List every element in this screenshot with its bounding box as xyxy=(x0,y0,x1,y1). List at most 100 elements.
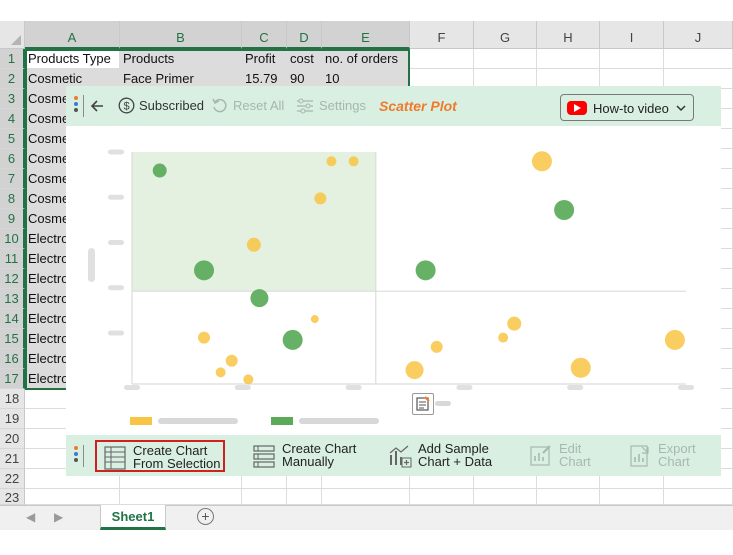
yellow-bubble xyxy=(246,237,261,252)
chart-background xyxy=(88,149,694,390)
column-header-g[interactable]: G xyxy=(474,21,537,49)
row-header-8[interactable]: 8 xyxy=(0,189,25,209)
chart-tool-icon[interactable] xyxy=(412,393,434,415)
row-header-12[interactable]: 12 xyxy=(0,269,25,289)
add-sample-chart-button[interactable]: Add Sample Chart + Data xyxy=(382,440,497,472)
column-header-j[interactable]: J xyxy=(664,21,733,49)
row-header-9[interactable]: 9 xyxy=(0,209,25,229)
add-sample-line1: Add Sample xyxy=(418,441,489,456)
empty-cell[interactable] xyxy=(600,49,664,69)
y-tick-placeholder xyxy=(108,194,124,200)
empty-cell[interactable] xyxy=(410,49,474,69)
row-header-17[interactable]: 17 xyxy=(0,369,25,389)
yellow-bubble xyxy=(405,361,424,380)
row-header-11[interactable]: 11 xyxy=(0,249,25,269)
row-header-5[interactable]: 5 xyxy=(0,129,25,149)
green-bubble xyxy=(194,260,215,281)
chart-edit-icon xyxy=(416,396,430,411)
column-header-b[interactable]: B xyxy=(120,21,242,49)
yellow-bubble xyxy=(215,367,226,378)
yellow-bubble xyxy=(225,354,238,367)
cell-e1[interactable]: no. of orders xyxy=(322,49,410,69)
settings-button[interactable]: Settings xyxy=(319,98,366,113)
row-header-16[interactable]: 16 xyxy=(0,349,25,369)
create-chart-manually-button[interactable]: Create Chart Manually xyxy=(246,440,356,472)
empty-cell[interactable] xyxy=(410,489,474,505)
edit-chart-button[interactable]: Edit Chart xyxy=(523,440,598,472)
cell-c1[interactable]: Profit xyxy=(242,49,287,69)
add-sheet-icon[interactable]: + xyxy=(197,508,214,525)
cell-d1[interactable]: cost xyxy=(287,49,322,69)
row-header-22[interactable]: 22 xyxy=(0,469,25,489)
empty-cell[interactable] xyxy=(474,489,537,505)
row-header-7[interactable]: 7 xyxy=(0,169,25,189)
reset-all-button[interactable]: Reset All xyxy=(233,98,285,113)
x-tick-placeholder xyxy=(456,385,473,390)
select-all-corner[interactable] xyxy=(0,21,25,49)
row-header-13[interactable]: 13 xyxy=(0,289,25,309)
column-header-c[interactable]: C xyxy=(242,21,287,49)
chart-tool-placeholder xyxy=(435,401,451,406)
sheet-nav-next-icon[interactable]: ▶ xyxy=(54,510,64,524)
row-header-3[interactable]: 3 xyxy=(0,89,25,109)
bottom-drag-dots-icon[interactable] xyxy=(74,446,78,464)
empty-cell[interactable] xyxy=(474,49,537,69)
column-header-f[interactable]: F xyxy=(410,21,474,49)
row-header-10[interactable]: 10 xyxy=(0,229,25,249)
x-tick-placeholder xyxy=(234,385,251,390)
how-to-video-label: How-to video xyxy=(593,101,669,116)
status-area xyxy=(0,530,733,555)
empty-cell[interactable] xyxy=(537,49,600,69)
row-header-18[interactable]: 18 xyxy=(0,389,25,409)
green-bubble xyxy=(250,289,269,308)
row-header-2[interactable]: 2 xyxy=(0,69,25,89)
cell-c2[interactable]: 15.79 xyxy=(242,69,287,89)
legend-swatch-yellow xyxy=(130,417,152,425)
subscribed-label[interactable]: Subscribed xyxy=(139,98,205,113)
empty-cell[interactable] xyxy=(242,489,287,505)
empty-cell[interactable] xyxy=(287,489,322,505)
row-header-20[interactable]: 20 xyxy=(0,429,25,449)
row-header-21[interactable]: 21 xyxy=(0,449,25,469)
drag-dots-icon[interactable] xyxy=(74,96,78,114)
empty-cell[interactable] xyxy=(600,489,664,505)
create-from-selection-label: Create Chart From Selection xyxy=(133,444,220,470)
empty-cell[interactable] xyxy=(537,489,600,505)
empty-cell[interactable] xyxy=(120,489,242,505)
column-header-i[interactable]: I xyxy=(600,21,664,49)
how-to-video-dropdown[interactable]: How-to video xyxy=(560,94,694,121)
row-header-23[interactable]: 23 xyxy=(0,489,25,505)
sheet-tab-sheet1[interactable]: Sheet1 xyxy=(100,505,166,530)
row-header-4[interactable]: 4 xyxy=(0,109,25,129)
export-chart-button[interactable]: Export Chart xyxy=(622,440,702,472)
empty-cell[interactable] xyxy=(664,489,733,505)
sheet-nav-prev-icon[interactable]: ◀ xyxy=(26,510,36,524)
cell-a2[interactable]: Cosmetic xyxy=(25,69,120,89)
create-manually-line1: Create Chart xyxy=(282,441,357,456)
cell-a1[interactable]: Products Type xyxy=(25,49,120,69)
column-header-h[interactable]: H xyxy=(537,21,600,49)
cell-b2[interactable]: Face Primer xyxy=(120,69,242,89)
column-header-a[interactable]: A xyxy=(25,21,120,49)
row-header-14[interactable]: 14 xyxy=(0,309,25,329)
row-header-6[interactable]: 6 xyxy=(0,149,25,169)
yellow-bubble xyxy=(314,192,327,205)
empty-cell[interactable] xyxy=(664,49,733,69)
chart-points xyxy=(152,151,685,385)
green-bubble xyxy=(554,200,575,220)
back-arrow-icon[interactable] xyxy=(89,98,105,114)
create-from-selection-line2: From Selection xyxy=(133,456,221,471)
row-header-1[interactable]: 1 xyxy=(0,49,25,69)
row-header-15[interactable]: 15 xyxy=(0,329,25,349)
column-header-e[interactable]: E xyxy=(322,21,410,49)
cell-b1[interactable]: Products xyxy=(120,49,242,69)
empty-cell[interactable] xyxy=(322,489,410,505)
highlight-quadrant xyxy=(132,152,376,292)
column-header-d[interactable]: D xyxy=(287,21,322,49)
row-header-19[interactable]: 19 xyxy=(0,409,25,429)
empty-cell[interactable] xyxy=(25,489,120,505)
sample-chart-icon xyxy=(389,445,412,468)
yellow-bubble xyxy=(498,332,509,343)
create-chart-from-selection-button[interactable]: Create Chart From Selection xyxy=(95,440,225,472)
